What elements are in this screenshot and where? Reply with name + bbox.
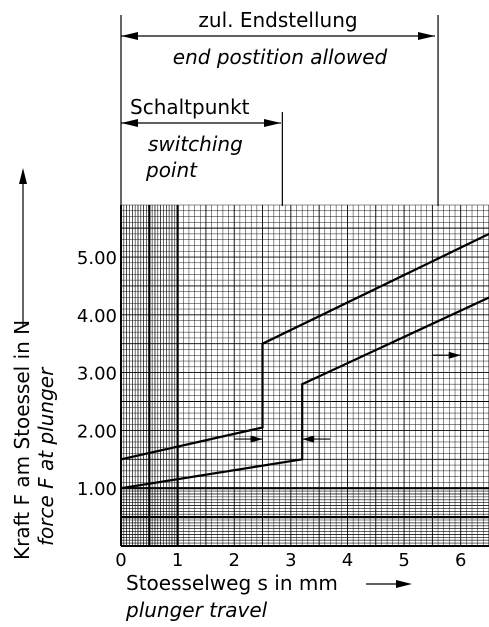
switching-point-label-en-2: point [145, 158, 198, 182]
y-tick-label: 4.00 [77, 306, 117, 327]
y-axis-arrow-head [19, 168, 27, 184]
x-axis-arrow-head [396, 580, 412, 588]
end-position-label-de: zul. Endstellung [198, 8, 357, 32]
end-position-arrow-right [418, 32, 435, 40]
switching-point-label-de: Schaltpunkt [130, 95, 250, 119]
x-tick-label: 0 [115, 550, 126, 571]
chart-frame [120, 205, 489, 547]
x-tick-label: 3 [285, 550, 296, 571]
y-axis-title: Kraft F am Stoessel in N force F at plun… [10, 168, 58, 560]
end-position-annotation: zul. Endstellung end postition allowed [120, 8, 439, 206]
hysteresis-marks [234, 351, 461, 443]
x-tick-label: 4 [342, 550, 353, 571]
x-axis-label-de: Stoesselweg s in mm [126, 571, 338, 595]
series-line-2 [120, 296, 489, 490]
series-line-1 [120, 232, 489, 461]
grid [120, 204, 489, 547]
y-tick-label: 2.00 [77, 421, 117, 442]
x-tick-label: 2 [229, 550, 240, 571]
switching-point-annotation: Schaltpunkt switching point [121, 95, 283, 206]
x-tick-label: 5 [398, 550, 409, 571]
series-group [120, 232, 489, 490]
x-tick-label: 6 [455, 550, 466, 571]
tick-labels: 0 1 2 3 4 5 6 1.00 2.00 3.00 4.00 5.00 [77, 248, 466, 571]
y-axis-label-en: force F at plunger [34, 366, 58, 546]
switching-point-arrow-left [121, 119, 138, 127]
x-axis-label-en: plunger travel [125, 598, 268, 622]
end-position-label-en: end postition allowed [173, 45, 388, 69]
end-position-arrow-left [121, 32, 138, 40]
y-tick-label: 5.00 [77, 248, 117, 269]
hysteresis-arrow-right-1 [302, 435, 315, 443]
hysteresis-arrow-left-1 [250, 435, 263, 443]
y-tick-label: 1.00 [77, 479, 117, 500]
switching-point-label-en-1: switching [148, 132, 243, 156]
x-tick-label: 1 [172, 550, 183, 571]
y-axis-label-de: Kraft F am Stoessel in N [10, 320, 34, 560]
y-tick-label: 3.00 [77, 364, 117, 385]
x-axis-title: Stoesselweg s in mm plunger travel [125, 571, 412, 622]
switching-point-arrow-right [264, 119, 281, 127]
hysteresis-arrow-left-2 [448, 351, 461, 359]
